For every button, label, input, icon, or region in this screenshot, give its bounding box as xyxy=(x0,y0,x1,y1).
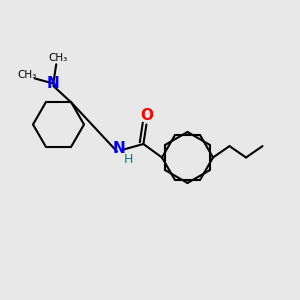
Text: CH₃: CH₃ xyxy=(48,53,68,63)
Text: N: N xyxy=(47,76,60,91)
Text: H: H xyxy=(124,153,133,166)
Text: O: O xyxy=(140,108,153,123)
Text: CH₃: CH₃ xyxy=(17,70,37,80)
Text: N: N xyxy=(113,141,126,156)
